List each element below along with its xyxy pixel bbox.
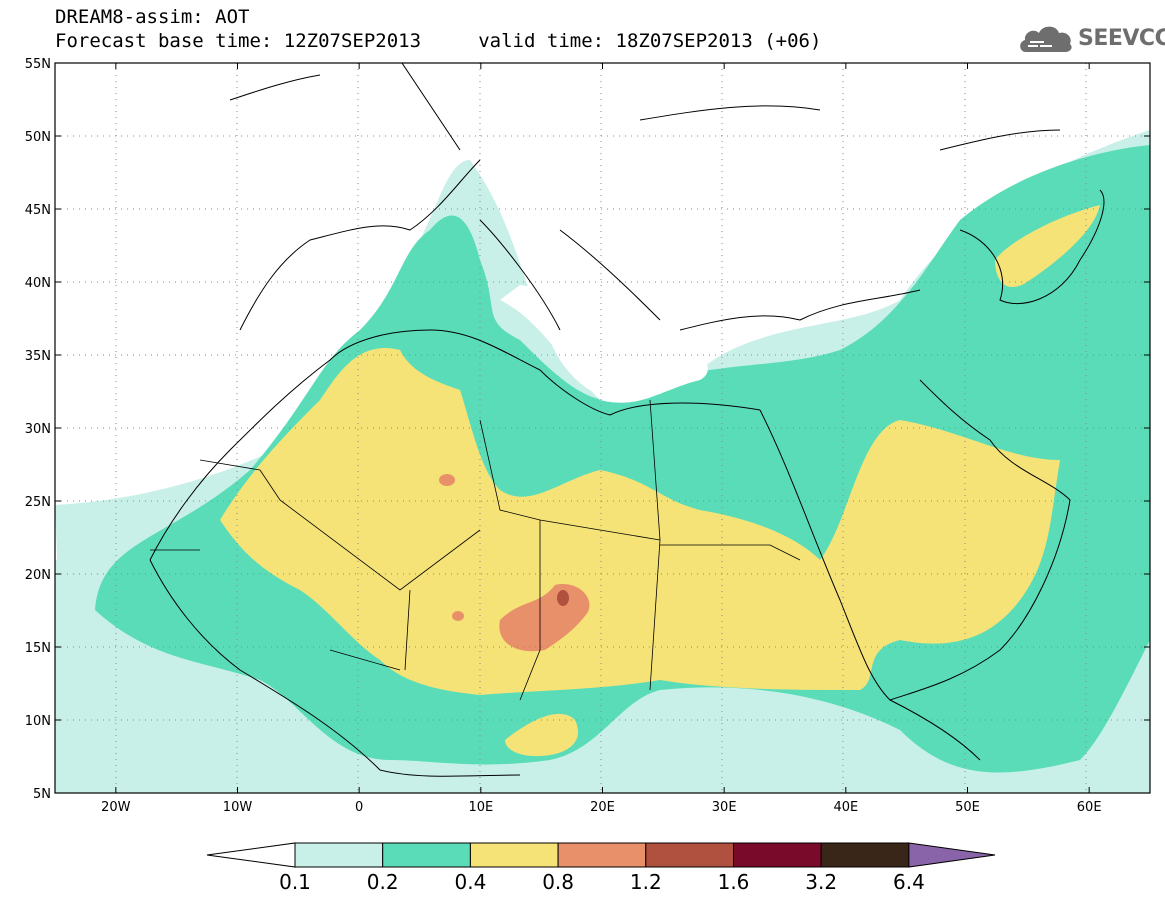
lon-tick-label: 60E — [1077, 800, 1102, 815]
lon-tick-label: 50E — [955, 800, 980, 815]
colorbar-arrow-high — [908, 842, 996, 868]
colorbar-label: 0.1 — [279, 870, 311, 894]
colorbar-segment — [820, 842, 910, 868]
colorbar-segment — [382, 842, 471, 868]
lon-tick-label: 0 — [355, 800, 363, 815]
map-title: DREAM8-assim: AOT — [55, 6, 250, 28]
lat-tick-label: 30N — [25, 422, 51, 437]
colorbar-label: 0.4 — [454, 870, 486, 894]
seevccc-logo: SEEVCCC — [1018, 20, 1165, 56]
lon-tick-label: 10E — [468, 800, 493, 815]
colorbar-label: 1.6 — [718, 870, 750, 894]
grid-lines — [55, 63, 1150, 793]
colorbar-segment — [733, 842, 822, 868]
aot-band-0.4-caspian — [995, 205, 1100, 288]
colorbar-segment — [557, 842, 647, 868]
aot-colorbar: 0.1 0.2 0.4 0.8 1.2 1.6 3.2 6.4 — [206, 842, 996, 894]
cloud-icon — [1020, 26, 1072, 52]
lon-tick-label: 20W — [101, 800, 131, 815]
colorbar-label: 0.2 — [367, 870, 399, 894]
lon-tick-label: 20E — [590, 800, 615, 815]
lat-tick-label: 15N — [25, 641, 51, 656]
colorbar-label: 0.8 — [542, 870, 574, 894]
colorbar-label: 6.4 — [893, 870, 925, 894]
logo-text: SEEVCCC — [1078, 25, 1165, 51]
colorbar-segment — [645, 842, 734, 868]
lon-tick-label: 40E — [833, 800, 858, 815]
lat-tick-label: 5N — [33, 787, 51, 802]
colorbar-segment — [294, 842, 384, 868]
aot-band-0.8-spot1 — [439, 474, 455, 486]
lat-tick-label: 10N — [25, 714, 51, 729]
latitude-axis: 55N 50N 45N 40N 35N 30N 25N 20N 15N 10N 5N — [25, 57, 1150, 802]
aot-shaded-field — [55, 63, 1150, 793]
aot-band-1.2 — [557, 590, 569, 606]
lat-tick-label: 55N — [25, 57, 51, 72]
colorbar-label: 3.2 — [805, 870, 837, 894]
colorbar-arrow-low — [206, 842, 296, 868]
colorbar-label: 1.2 — [630, 870, 662, 894]
lat-tick-label: 35N — [25, 349, 51, 364]
lat-tick-label: 40N — [25, 276, 51, 291]
lat-tick-label: 25N — [25, 495, 51, 510]
aot-band-0.4-south — [505, 713, 579, 757]
lon-tick-label: 30E — [712, 800, 737, 815]
longitude-axis: 20W 10W 0 10E 20E 30E 40E 50E 60E — [101, 63, 1102, 815]
lat-tick-label: 50N — [25, 130, 51, 145]
coastlines — [149, 63, 1105, 777]
colorbar-segment — [469, 842, 559, 868]
forecast-time-line: Forecast base time: 12Z07SEP2013 valid t… — [55, 30, 822, 52]
aot-band-0.8-spot2 — [452, 611, 464, 621]
lon-tick-label: 10W — [223, 800, 253, 815]
lat-tick-label: 20N — [25, 568, 51, 583]
country-borders — [150, 399, 801, 701]
aot-band-0.4 — [220, 348, 1060, 695]
lat-tick-label: 45N — [25, 203, 51, 218]
